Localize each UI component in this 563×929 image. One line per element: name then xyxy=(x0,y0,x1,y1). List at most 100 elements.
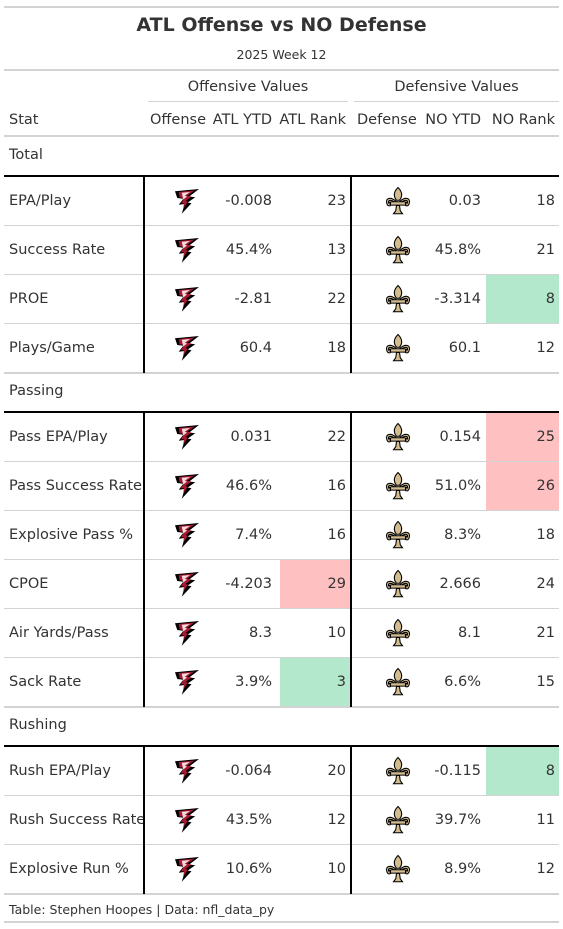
saints-fleur-de-lis-icon xyxy=(383,667,413,697)
row-rule xyxy=(4,225,559,226)
atl-ytd-value: 43.5% xyxy=(225,812,272,828)
atl-rank-value: 22 xyxy=(327,291,346,307)
falcons-logo-icon xyxy=(172,422,202,452)
group-label: Total xyxy=(9,147,43,163)
atl-ytd-value: -0.008 xyxy=(225,193,272,209)
falcons-logo-icon xyxy=(172,667,202,697)
falcons-logo-icon xyxy=(172,186,202,216)
group-end-rule xyxy=(4,893,559,895)
stat-label: Pass EPA/Play xyxy=(9,429,108,445)
spanner-defensive-values: Defensive Values xyxy=(394,79,519,95)
atl-rank-value: 3 xyxy=(336,674,346,690)
row-rule xyxy=(4,844,559,845)
atl-rank-value: 12 xyxy=(327,812,346,828)
spanner-rule-defense xyxy=(354,101,559,102)
stat-label: Explosive Pass % xyxy=(9,527,134,543)
table-row: Pass EPA/Play 0.031 22 0.154 25 xyxy=(4,413,559,462)
stat-label: PROE xyxy=(9,291,49,307)
atl-ytd-value: 0.031 xyxy=(230,429,272,445)
table-row: Explosive Pass % 7.4% 16 8.3% 18 xyxy=(4,511,559,560)
no-rank-value: 21 xyxy=(536,242,555,258)
stat-label: Rush EPA/Play xyxy=(9,763,111,779)
no-rank-value: 26 xyxy=(536,478,555,494)
stat-label: Pass Success Rate xyxy=(9,478,142,494)
row-rule xyxy=(4,657,559,658)
atl-ytd-value: -4.203 xyxy=(225,576,272,592)
table-row: Rush EPA/Play -0.064 20 -0.115 8 xyxy=(4,747,559,796)
row-rule xyxy=(4,461,559,462)
table-row: Plays/Game 60.4 18 60.1 12 xyxy=(4,324,559,373)
no-rank-value: 21 xyxy=(536,625,555,641)
column-header-no-ytd: NO YTD xyxy=(425,112,481,128)
table-row: Pass Success Rate 46.6% 16 51.0% 26 xyxy=(4,462,559,511)
atl-ytd-value: -0.064 xyxy=(225,763,272,779)
falcons-logo-icon xyxy=(172,284,202,314)
atl-rank-value: 23 xyxy=(327,193,346,209)
table-row: Explosive Run % 10.6% 10 8.9% 12 xyxy=(4,845,559,894)
no-rank-highlight xyxy=(486,747,559,796)
atl-rank-value: 16 xyxy=(327,527,346,543)
no-rank-value: 15 xyxy=(536,674,555,690)
falcons-logo-icon xyxy=(172,520,202,550)
no-rank-highlight xyxy=(486,462,559,511)
group-rule xyxy=(4,411,559,413)
falcons-logo-icon xyxy=(172,756,202,786)
group-rule xyxy=(4,175,559,177)
no-ytd-value: 39.7% xyxy=(434,812,481,828)
saints-fleur-de-lis-icon xyxy=(383,333,413,363)
bottom-rule xyxy=(4,921,559,923)
atl-ytd-value: 10.6% xyxy=(225,861,272,877)
row-rule xyxy=(4,559,559,560)
defense-separator xyxy=(350,413,352,707)
falcons-logo-icon xyxy=(172,805,202,835)
saints-fleur-de-lis-icon xyxy=(383,520,413,550)
no-ytd-value: 8.3% xyxy=(444,527,481,543)
atl-ytd-value: 8.3 xyxy=(248,625,272,641)
atl-rank-value: 18 xyxy=(327,340,346,356)
saints-fleur-de-lis-icon xyxy=(383,284,413,314)
atl-rank-value: 13 xyxy=(327,242,346,258)
stat-label: EPA/Play xyxy=(9,193,72,209)
spanner-rule-offense xyxy=(148,101,348,102)
saints-fleur-de-lis-icon xyxy=(383,854,413,884)
saints-fleur-de-lis-icon xyxy=(383,756,413,786)
table-title: ATL Offense vs NO Defense xyxy=(136,14,427,36)
no-ytd-value: 8.1 xyxy=(457,625,481,641)
no-rank-value: 12 xyxy=(536,340,555,356)
falcons-logo-icon xyxy=(172,333,202,363)
table-row: Air Yards/Pass 8.3 10 8.1 21 xyxy=(4,609,559,658)
atl-rank-highlight xyxy=(280,560,350,609)
spanner-offensive-values: Offensive Values xyxy=(187,79,309,95)
no-rank-value: 24 xyxy=(536,576,555,592)
header-rule xyxy=(4,69,559,71)
no-rank-value: 11 xyxy=(536,812,555,828)
defense-separator xyxy=(350,747,352,894)
row-rule xyxy=(4,608,559,609)
saints-fleur-de-lis-icon xyxy=(383,569,413,599)
falcons-logo-icon xyxy=(172,235,202,265)
saints-fleur-de-lis-icon xyxy=(383,186,413,216)
table-subtitle: 2025 Week 12 xyxy=(236,47,327,62)
stat-label: Rush Success Rate xyxy=(9,812,146,828)
no-ytd-value: 8.9% xyxy=(444,861,481,877)
falcons-logo-icon xyxy=(172,471,202,501)
atl-rank-value: 29 xyxy=(327,576,346,592)
no-rank-value: 18 xyxy=(536,193,555,209)
saints-fleur-de-lis-icon xyxy=(383,422,413,452)
atl-rank-value: 22 xyxy=(327,429,346,445)
table-row: Rush Success Rate 43.5% 12 39.7% 11 xyxy=(4,796,559,845)
no-ytd-value: 0.03 xyxy=(448,193,481,209)
column-header-atl-ytd: ATL YTD xyxy=(212,112,272,128)
stat-label: CPOE xyxy=(9,576,49,592)
table-row: PROE -2.81 22 -3.314 8 xyxy=(4,275,559,324)
row-rule xyxy=(4,795,559,796)
column-header-rule xyxy=(4,135,559,137)
stat-label: Plays/Game xyxy=(9,340,95,356)
stat-label: Success Rate xyxy=(9,242,106,258)
atl-ytd-value: 60.4 xyxy=(239,340,272,356)
top-rule xyxy=(4,6,559,8)
atl-rank-highlight xyxy=(280,658,350,707)
no-ytd-value: -0.115 xyxy=(434,763,481,779)
no-ytd-value: 6.6% xyxy=(444,674,481,690)
table-source-note: Table: Stephen Hoopes | Data: nfl_data_p… xyxy=(9,902,275,917)
